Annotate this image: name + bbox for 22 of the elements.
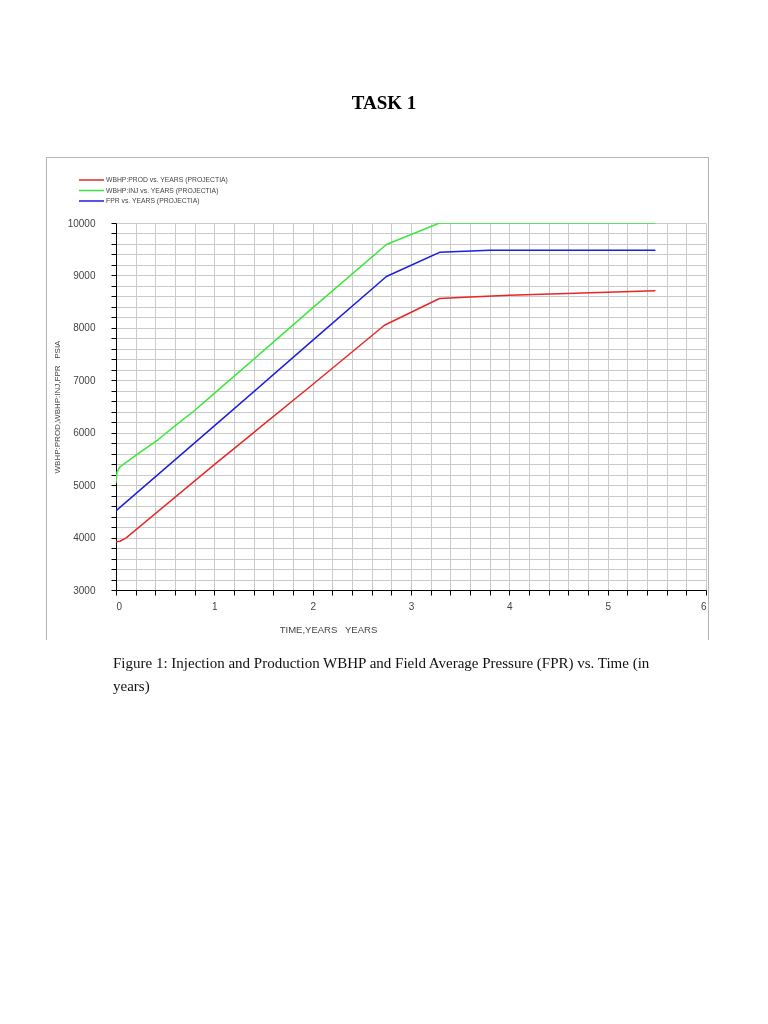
chart-title: TASK 1 [350,92,418,114]
y-tick-label: 5000 [73,479,96,491]
x-tick-label: 0 [116,600,123,612]
line-series [116,223,656,484]
y-tick-label: 7000 [73,374,96,386]
line-series [116,249,656,512]
x-axis-title: TIME,YEARS YEARS [279,623,378,635]
caption: Figure 1: Injection and Production WBHP and Field Average Pressure (FPR) vs. Time (in years) [113,654,651,696]
x-tick-label: 4 [507,600,514,612]
x-tick-label: 2 [310,600,317,612]
x-tick-label: 3 [408,600,415,612]
line-series [116,289,656,543]
y-tick-label: 9000 [73,269,96,281]
x-tick-label: 1 [212,600,219,612]
y-axis-title: WBHP:PROD,WBHP:INJ,FPR PSIA [52,339,62,474]
y-tick-label: 3000 [73,584,96,596]
y-tick-label: 6000 [73,427,96,439]
y-tick-label: 10000 [67,217,96,229]
y-tick-label: 8000 [73,322,96,334]
x-tick-label: 6 [700,600,707,612]
x-tick-label: 5 [605,600,612,612]
y-tick-label: 4000 [73,532,96,544]
